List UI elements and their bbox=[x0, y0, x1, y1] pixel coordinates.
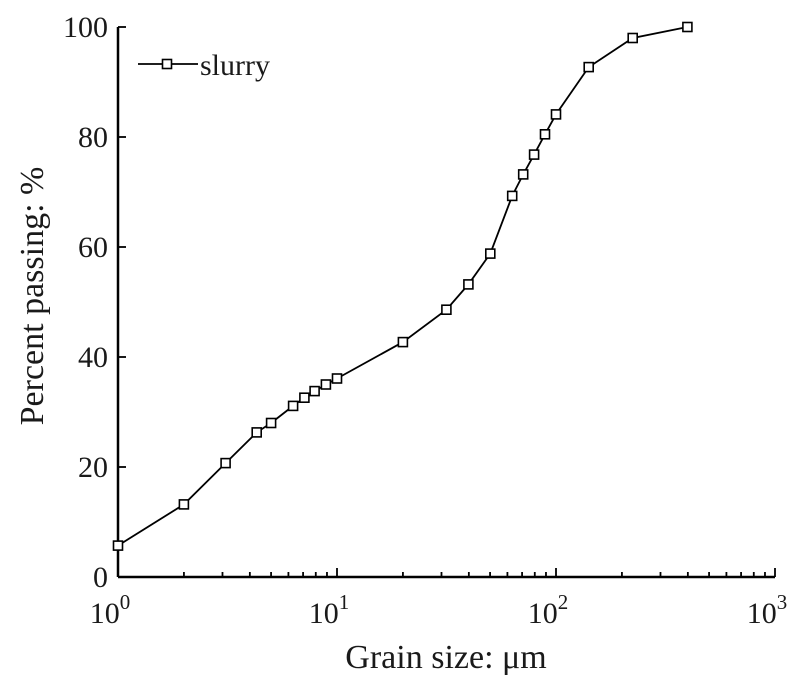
series-line-slurry bbox=[117, 26, 688, 547]
y-tick-label: 100 bbox=[63, 11, 108, 44]
data-point bbox=[463, 279, 474, 290]
data-point bbox=[484, 248, 496, 259]
series-group bbox=[112, 21, 693, 551]
data-point bbox=[528, 149, 540, 160]
data-point bbox=[397, 336, 409, 348]
data-point bbox=[287, 400, 299, 412]
x-tick-label-exponent: 1 bbox=[339, 590, 350, 614]
x-tick-label: 102 bbox=[528, 590, 569, 630]
data-point bbox=[265, 417, 277, 429]
data-point bbox=[550, 109, 562, 120]
data-point bbox=[517, 169, 529, 180]
data-point bbox=[331, 373, 343, 384]
y-tick-label: 0 bbox=[93, 561, 108, 594]
data-point bbox=[539, 129, 551, 140]
data-point bbox=[506, 190, 518, 202]
x-tick-label-exponent: 2 bbox=[558, 590, 569, 614]
x-tick-label-base: 10 bbox=[528, 597, 558, 630]
data-point bbox=[309, 385, 320, 397]
data-point bbox=[583, 61, 595, 73]
y-tick-label: 80 bbox=[78, 121, 108, 154]
y-tick-label: 40 bbox=[78, 341, 108, 374]
x-tick-label: 103 bbox=[747, 590, 788, 630]
x-tick-label-exponent: 3 bbox=[777, 590, 788, 614]
data-point bbox=[178, 499, 190, 510]
y-tick-label: 60 bbox=[78, 231, 108, 264]
legend-marker-sample bbox=[161, 58, 173, 70]
data-point bbox=[220, 457, 231, 469]
x-tick-label-base: 10 bbox=[747, 597, 777, 630]
x-tick-label: 101 bbox=[309, 590, 350, 630]
legend-label-slurry: slurry bbox=[200, 49, 270, 82]
ticks bbox=[117, 26, 776, 578]
data-point bbox=[441, 304, 452, 316]
y-axis-title: Percent passing: % bbox=[14, 167, 51, 426]
data-point bbox=[112, 540, 124, 551]
data-point bbox=[320, 379, 332, 390]
x-tick-label-base: 10 bbox=[309, 597, 339, 630]
x-tick-label: 100 bbox=[90, 590, 131, 630]
x-tick-label-exponent: 0 bbox=[120, 590, 131, 614]
data-point bbox=[682, 21, 693, 33]
axes bbox=[116, 27, 775, 579]
y-tick-label: 20 bbox=[78, 451, 108, 484]
data-point bbox=[627, 32, 639, 44]
x-axis-title: Grain size: μm bbox=[345, 639, 546, 676]
x-tick-label-base: 10 bbox=[90, 597, 120, 630]
data-point bbox=[299, 392, 310, 404]
legend: slurry bbox=[138, 49, 270, 82]
data-point bbox=[251, 427, 262, 438]
